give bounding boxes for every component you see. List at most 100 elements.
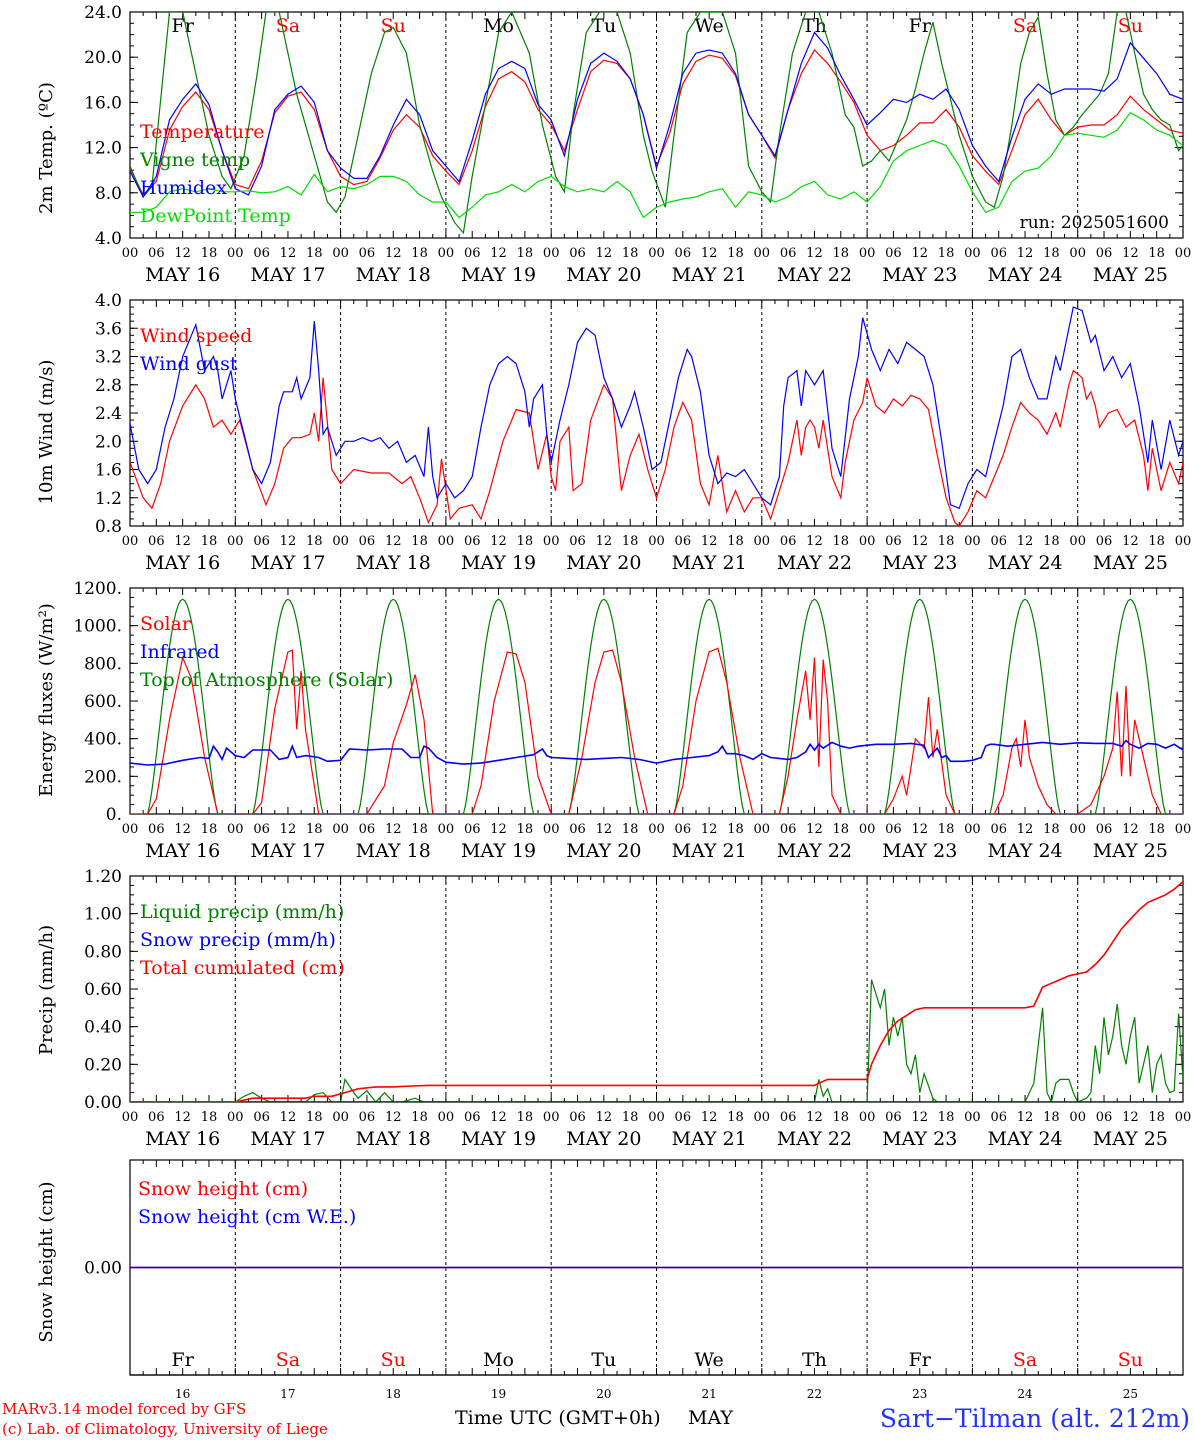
date-label: MAY 23 — [882, 552, 957, 574]
hour-label: 18 — [833, 1110, 850, 1125]
date-label: MAY 25 — [1093, 264, 1168, 286]
hour-label: 06 — [359, 246, 376, 261]
legend-entry: Humidex — [140, 177, 227, 199]
date-label: MAY 20 — [566, 1128, 641, 1150]
hour-label: 12 — [1122, 534, 1139, 549]
date-label: MAY 17 — [250, 840, 325, 862]
hour-label: 06 — [1096, 1110, 1113, 1125]
legend-entry: Solar — [140, 613, 192, 635]
hour-label: 00 — [754, 534, 771, 549]
legend-entry: Total cumulated (cm) — [140, 957, 345, 979]
y-tick-label: 2.8 — [95, 376, 122, 396]
date-label: MAY 21 — [672, 840, 747, 862]
hour-label: 18 — [517, 1110, 534, 1125]
legend-entry: Liquid precip (mm/h) — [140, 901, 344, 923]
hour-label: 18 — [306, 1110, 323, 1125]
date-label: MAY 24 — [987, 1128, 1062, 1150]
hour-label: 06 — [359, 822, 376, 837]
hour-label: 06 — [148, 1110, 165, 1125]
hour-label: 18 — [411, 1110, 428, 1125]
date-label: MAY 19 — [461, 840, 536, 862]
y-axis-label: Precip (mm/h) — [36, 925, 57, 1055]
hour-label: 06 — [780, 534, 797, 549]
day-number: 24 — [1017, 1387, 1033, 1401]
y-tick-label: 2.0 — [95, 432, 122, 452]
hour-label: 06 — [885, 534, 902, 549]
run-label: run: 2025051600 — [1020, 213, 1169, 233]
day-number: 16 — [175, 1387, 190, 1401]
hour-label: 00 — [122, 822, 139, 837]
hour-label: 06 — [253, 822, 270, 837]
hour-label: 12 — [1122, 1110, 1139, 1125]
hour-label: 06 — [990, 1110, 1007, 1125]
hour-label: 00 — [1069, 246, 1086, 261]
hour-label: 18 — [727, 246, 744, 261]
date-label: MAY 23 — [882, 1128, 957, 1150]
weekday-label: We — [695, 1349, 724, 1371]
legend-entry: Snow precip (mm/h) — [140, 929, 336, 951]
hour-label: 12 — [490, 534, 507, 549]
hour-label: 00 — [543, 1110, 560, 1125]
legend-entry: Wind speed — [140, 325, 252, 347]
weekday-label: Fr — [172, 1349, 195, 1371]
date-label: MAY 16 — [145, 1128, 220, 1150]
hour-label: 06 — [780, 822, 797, 837]
legend-entry: DewPoint Temp — [140, 205, 291, 227]
hour-label: 06 — [885, 246, 902, 261]
hour-label: 18 — [727, 1110, 744, 1125]
hour-label: 06 — [148, 822, 165, 837]
y-tick-label: 0.20 — [84, 1055, 122, 1075]
date-label: MAY 19 — [461, 264, 536, 286]
hour-label: 00 — [964, 1110, 981, 1125]
date-label: MAY 22 — [777, 552, 852, 574]
hour-label: 06 — [1096, 822, 1113, 837]
hour-label: 18 — [1043, 1110, 1060, 1125]
date-label: MAY 17 — [250, 1128, 325, 1150]
series-line-green — [143, 598, 1170, 814]
hour-label: 06 — [148, 534, 165, 549]
hour-label: 18 — [1043, 534, 1060, 549]
hour-label: 00 — [543, 534, 560, 549]
y-tick-label: 200. — [84, 767, 122, 787]
day-number: 23 — [912, 1387, 927, 1401]
hour-label: 00 — [332, 534, 349, 549]
panels: 4.0 8.0 12.0 16.0 20.0 24.0 2m Temp. (ºC) 00 06 1… — [36, 3, 1191, 1401]
hour-label: 00 — [227, 246, 244, 261]
date-label: MAY 20 — [566, 840, 641, 862]
legend-entry: Wind gust — [140, 353, 238, 375]
y-axis-label: 2m Temp. (ºC) — [36, 82, 57, 214]
date-label: MAY 22 — [777, 264, 852, 286]
legend-entry: Snow height (cm) — [138, 1178, 308, 1200]
day-number: 20 — [596, 1387, 611, 1401]
legend-entry: Vigne temp — [139, 149, 250, 171]
y-tick-label: 1000. — [73, 617, 122, 637]
weekday-label: Sa — [1013, 1349, 1037, 1371]
hour-label: 06 — [675, 246, 692, 261]
date-label: MAY 20 — [566, 264, 641, 286]
hour-label: 06 — [780, 1110, 797, 1125]
series-line-blue — [130, 31, 1183, 199]
hour-label: 18 — [938, 246, 955, 261]
hour-label: 12 — [911, 534, 928, 549]
y-tick-label: 600. — [84, 692, 122, 712]
series-line-blue — [130, 739, 1183, 766]
y-tick-label: 1.2 — [95, 489, 122, 509]
hour-label: 00 — [122, 246, 139, 261]
hour-label: 06 — [569, 246, 586, 261]
hour-label: 00 — [332, 246, 349, 261]
series-line-red — [130, 880, 1183, 1102]
series-line-red — [130, 369, 1183, 526]
hour-label: 12 — [1122, 822, 1139, 837]
date-label: MAY 22 — [777, 1128, 852, 1150]
day-number: 19 — [491, 1387, 506, 1401]
hour-label: 18 — [201, 1110, 218, 1125]
hour-label: 00 — [332, 1110, 349, 1125]
hour-label: 00 — [543, 246, 560, 261]
day-number: 25 — [1123, 1387, 1138, 1401]
hour-label: 06 — [675, 1110, 692, 1125]
hour-label: 18 — [306, 246, 323, 261]
date-label: MAY 16 — [145, 552, 220, 574]
hour-label: 00 — [332, 822, 349, 837]
time-axis-label: Time UTC (GMT+0h) — [455, 1407, 661, 1429]
hour-label: 18 — [1043, 822, 1060, 837]
